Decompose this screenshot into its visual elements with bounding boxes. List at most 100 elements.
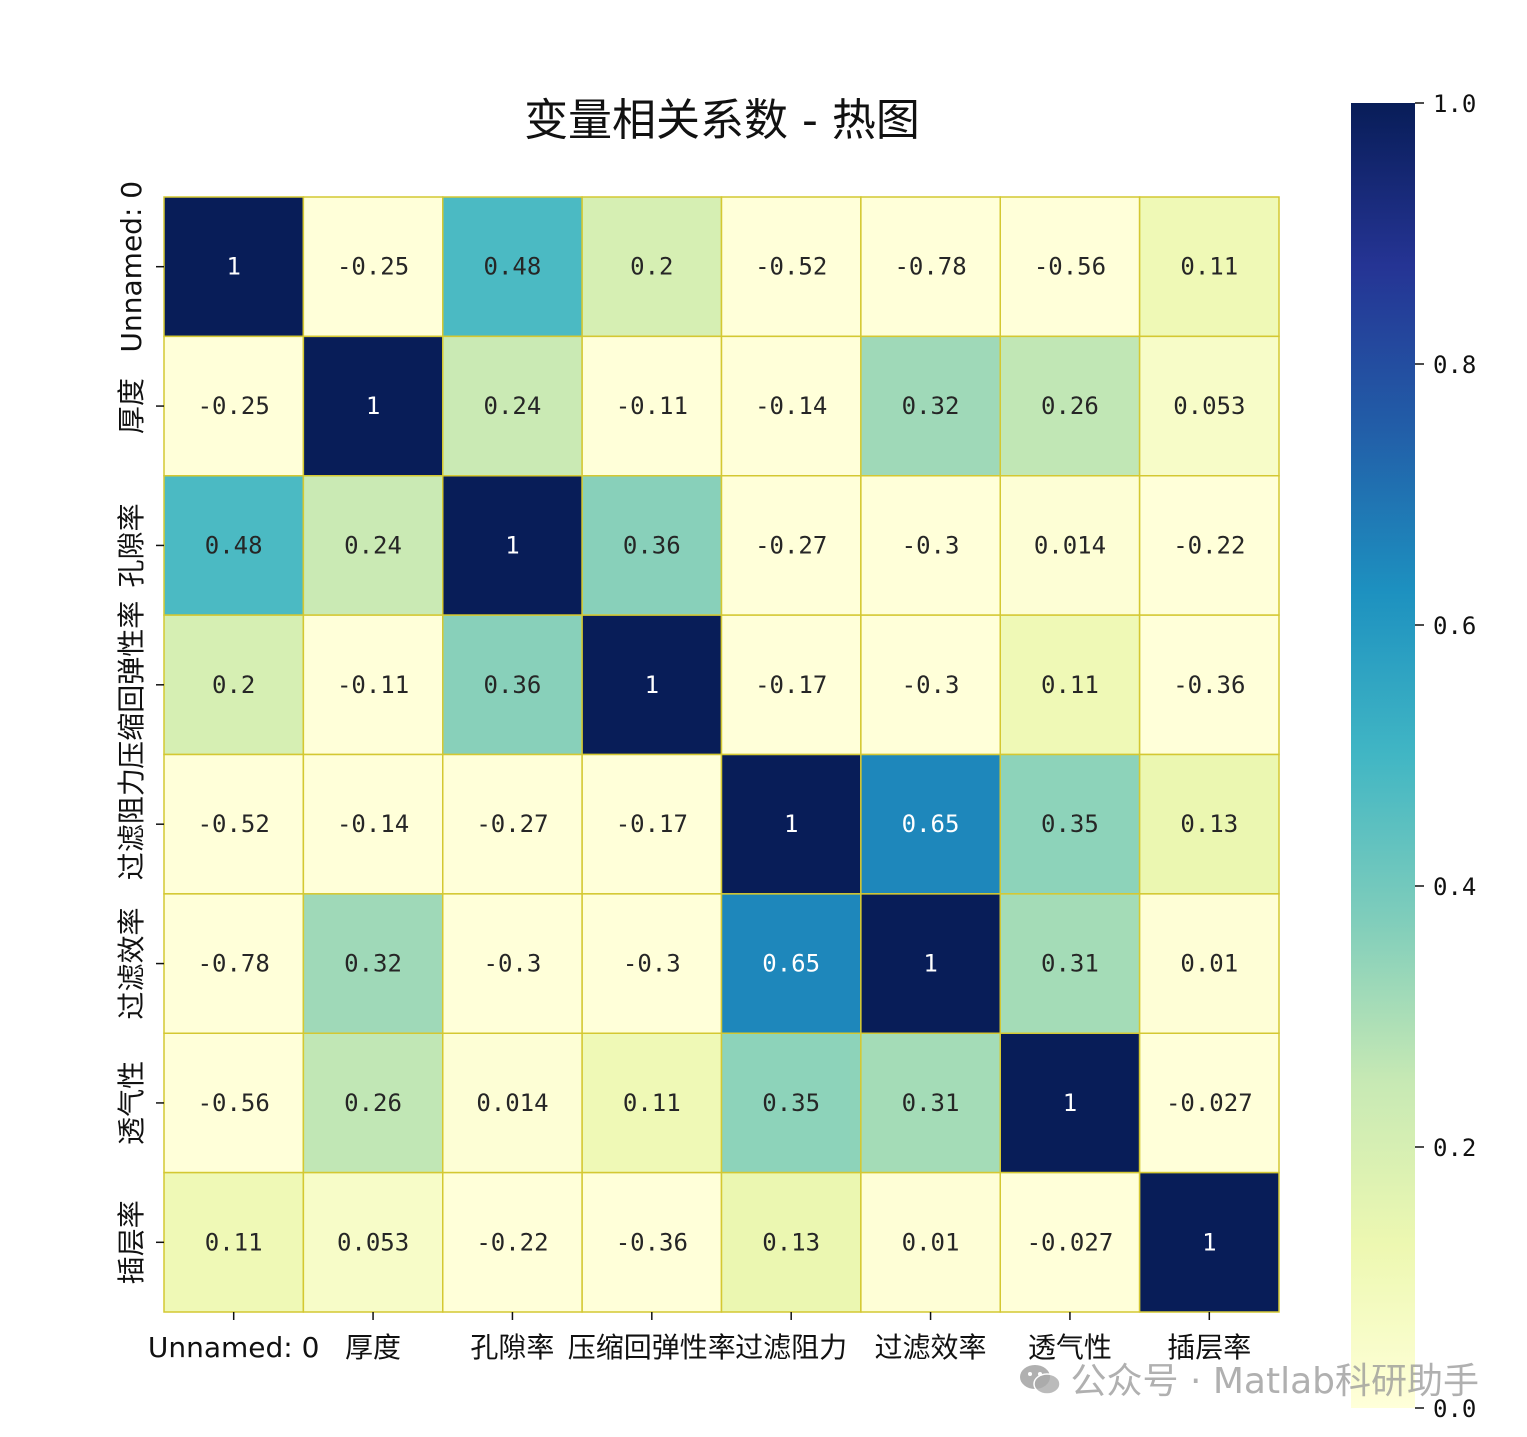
- cell-value-label: 0.11: [623, 1089, 681, 1117]
- cell-value-label: -0.78: [198, 950, 270, 978]
- cell-value-label: 1: [226, 253, 240, 281]
- cell-value-label: 0.13: [1180, 810, 1238, 838]
- heatmap-cell: [302, 1032, 444, 1174]
- heatmap-cells: 1 -0.25 0.48 0.2 -0.52 -0.78 -0.56 0.11 -0.25 1 0.…: [163, 196, 1280, 1313]
- cell-value-label: -0.3: [902, 531, 960, 559]
- cell-value-label: 0.11: [205, 1228, 263, 1256]
- heatmap-cell: [860, 753, 1001, 895]
- cell-value-label: -0.22: [1173, 531, 1245, 559]
- cell-value-label: -0.36: [616, 1228, 688, 1256]
- heatmap-cell: [860, 335, 1001, 477]
- heatmap-cell: [720, 1032, 862, 1174]
- x-tick-label: 透气性: [1028, 1331, 1112, 1364]
- cell-value-label: 0.65: [762, 950, 820, 978]
- cell-value-label: 0.35: [1041, 810, 1099, 838]
- cell-value-label: -0.56: [198, 1089, 270, 1117]
- cell-value-label: 0.11: [1041, 671, 1099, 699]
- heatmap-cell: [163, 196, 305, 338]
- heatmap-cell: [163, 1032, 305, 1174]
- cell-value-label: -0.3: [484, 950, 542, 978]
- cell-value-label: 0.014: [1034, 531, 1106, 559]
- chart-title: 变量相关系数 - 热图: [524, 95, 920, 146]
- colorbar-tick-label: 0.2: [1433, 1134, 1476, 1162]
- heatmap-cell: [720, 475, 862, 616]
- heatmap-cell: [1138, 893, 1280, 1034]
- heatmap-cell: [163, 614, 305, 756]
- heatmap-cell: [999, 1032, 1141, 1174]
- cell-value-label: 1: [505, 531, 519, 559]
- heatmap-cell: [999, 893, 1141, 1034]
- y-tick-label: 孔隙率: [115, 503, 148, 587]
- heatmap-cell: [581, 614, 723, 756]
- cell-value-label: -0.27: [755, 531, 827, 559]
- cell-value-label: -0.11: [616, 392, 688, 420]
- heatmap-cell: [1138, 1171, 1280, 1313]
- heatmap-cell: [1138, 753, 1280, 895]
- cell-value-label: 0.32: [902, 392, 960, 420]
- cell-value-label: 0.36: [623, 531, 681, 559]
- heatmap-cell: [442, 196, 583, 338]
- colorbar-tick-label: 0.4: [1433, 873, 1476, 901]
- y-tick-label: Unnamed: 0: [115, 181, 148, 353]
- cell-value-label: 0.01: [902, 1228, 960, 1256]
- heatmap-cell: [860, 475, 1001, 616]
- cell-value-label: 0.26: [1041, 392, 1099, 420]
- cell-value-label: 0.01: [1180, 950, 1238, 978]
- heatmap-cell: [302, 475, 444, 616]
- heatmap-cell: [442, 614, 583, 756]
- cell-value-label: 0.48: [484, 253, 542, 281]
- y-tick-label: 厚度: [115, 378, 148, 434]
- cell-value-label: 1: [1202, 1228, 1216, 1256]
- heatmap-cell: [860, 1032, 1001, 1174]
- x-tick-label: 厚度: [345, 1331, 401, 1364]
- cell-value-label: -0.52: [198, 810, 270, 838]
- cell-value-label: 0.48: [205, 531, 263, 559]
- cell-value-label: -0.56: [1034, 253, 1106, 281]
- cell-value-label: 0.32: [344, 950, 402, 978]
- heatmap-cell: [720, 1171, 862, 1313]
- cell-value-label: 1: [923, 950, 937, 978]
- cell-value-label: 0.31: [902, 1089, 960, 1117]
- heatmap-cell: [442, 753, 583, 895]
- y-tick-label: 过滤效率: [115, 908, 148, 1020]
- cell-value-label: -0.52: [755, 253, 827, 281]
- heatmap-cell: [720, 753, 862, 895]
- watermark: 公众号 · Matlab科研助手: [1019, 1352, 1479, 1404]
- heatmap-cell: [999, 335, 1141, 477]
- heatmap-cell: [999, 475, 1141, 616]
- heatmap-cell: [1138, 335, 1280, 477]
- cell-value-label: 0.26: [344, 1089, 402, 1117]
- x-tick-label: 孔隙率: [470, 1331, 554, 1364]
- cell-value-label: -0.17: [755, 671, 827, 699]
- cell-value-label: 0.24: [344, 531, 402, 559]
- heatmap-cell: [860, 893, 1001, 1034]
- cell-value-label: -0.14: [755, 392, 827, 420]
- cell-value-label: -0.27: [476, 810, 548, 838]
- x-tick-label: 压缩回弹性率: [568, 1331, 736, 1364]
- cell-value-label: 0.2: [212, 671, 255, 699]
- wechat-icon: [1019, 1365, 1061, 1395]
- cell-value-label: 1: [784, 810, 798, 838]
- heatmap-cell: [720, 614, 862, 756]
- heatmap-cell: [860, 196, 1001, 338]
- heatmap-cell: [581, 753, 723, 895]
- cell-value-label: -0.3: [623, 950, 681, 978]
- cell-value-label: 0.053: [1173, 392, 1245, 420]
- heatmap-cell: [442, 1032, 583, 1174]
- cell-value-label: -0.25: [198, 392, 270, 420]
- heatmap-cell: [720, 335, 862, 477]
- cell-value-label: 0.31: [1041, 950, 1099, 978]
- y-tick-label: 压缩回弹性率: [115, 601, 148, 769]
- cell-value-label: -0.027: [1166, 1089, 1253, 1117]
- heatmap-cell: [1138, 475, 1280, 616]
- heatmap-cell: [720, 196, 862, 338]
- heatmap-cell: [302, 196, 444, 338]
- colorbar-tick-label: 1.0: [1433, 90, 1476, 118]
- cell-value-label: -0.78: [894, 253, 966, 281]
- heatmap-cell: [999, 753, 1141, 895]
- cell-value-label: 0.65: [902, 810, 960, 838]
- heatmap-cell: [581, 196, 723, 338]
- x-axis: Unnamed: 0 厚度 孔隙率 压缩回弹性率 过滤阻力 过滤效率 透气性 插层率: [148, 1312, 1251, 1364]
- cell-value-label: -0.3: [902, 671, 960, 699]
